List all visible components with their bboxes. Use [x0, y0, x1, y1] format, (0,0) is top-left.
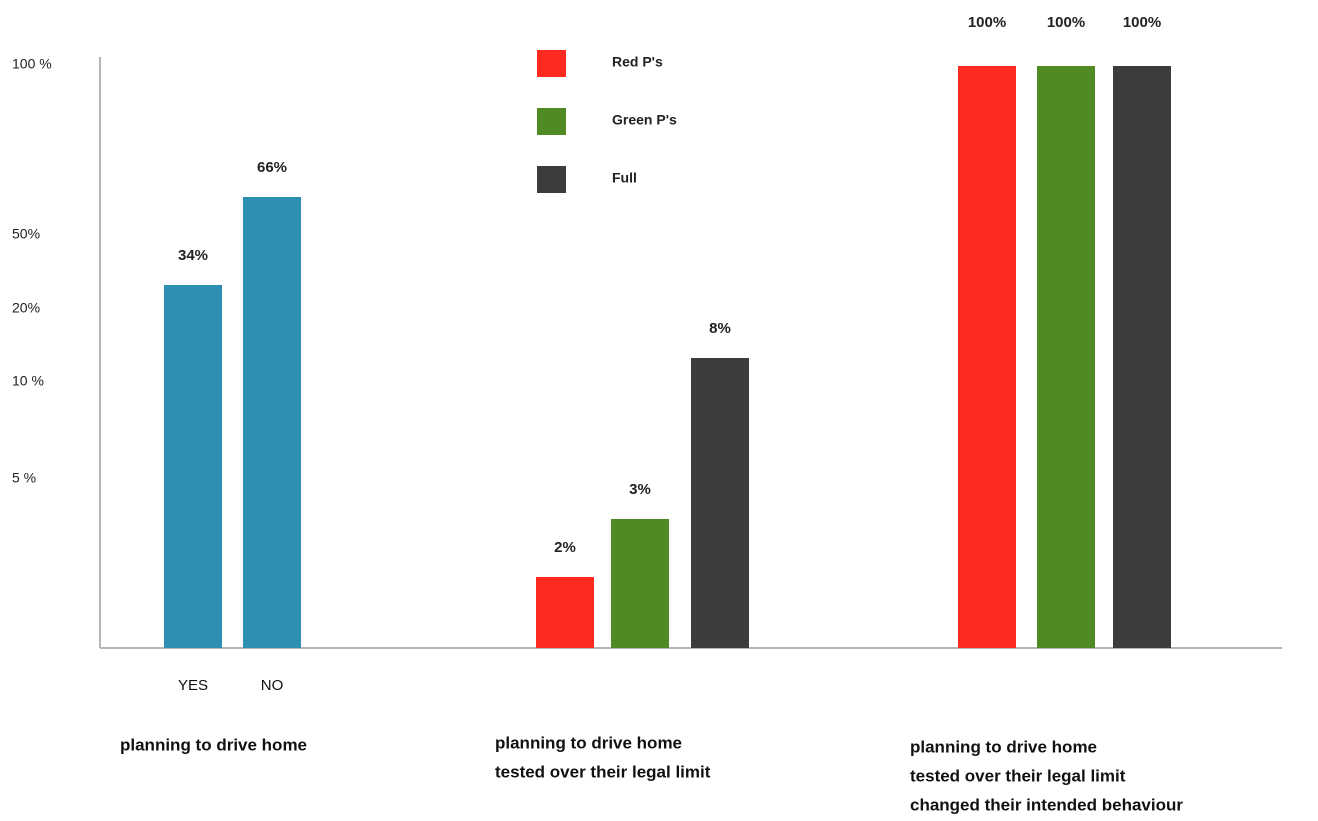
y-tick-label: 100 % [12, 56, 52, 72]
y-tick-label: 50% [12, 226, 40, 242]
legend-swatch [537, 50, 566, 77]
legend-swatch [537, 108, 566, 135]
data-label: 100% [1047, 14, 1085, 31]
group-label-line: planning to drive home [495, 733, 682, 752]
bar [611, 519, 669, 648]
group-label-line: tested over their legal limit [910, 766, 1126, 785]
legend-label: Red P's [612, 54, 663, 70]
data-label: 100% [968, 14, 1006, 31]
bar [243, 197, 301, 648]
y-tick-label: 10 % [12, 373, 44, 389]
bar [691, 358, 749, 648]
x-category-label: YES [178, 677, 208, 694]
group-label-line: planning to drive home [910, 737, 1097, 756]
labels: 34% YES 66% NO planning to drive home 2% 3% 8% p… [120, 14, 1183, 815]
data-label: 34% [178, 247, 208, 264]
data-label: 100% [1123, 14, 1161, 31]
group-label-line: planning to drive home [120, 735, 307, 754]
bar [958, 66, 1016, 648]
data-label: 3% [629, 481, 651, 498]
data-label: 8% [709, 320, 731, 337]
group-label-line: tested over their legal limit [495, 762, 711, 781]
y-tick-label: 5 % [12, 470, 36, 486]
data-label: 66% [257, 159, 287, 176]
legend-label: Full [612, 170, 637, 186]
bars [164, 66, 1171, 648]
legend-label: Green P's [612, 112, 677, 128]
bar [1113, 66, 1171, 648]
bar [536, 577, 594, 648]
bar [1037, 66, 1095, 648]
legend: Red P's Green P's Full [537, 50, 677, 193]
bar [164, 285, 222, 648]
data-label: 2% [554, 539, 576, 556]
y-axis-ticks: 100 % 50% 20% 10 % 5 % [12, 56, 52, 486]
x-category-label: NO [261, 677, 284, 694]
y-tick-label: 20% [12, 300, 40, 316]
group-label-line: changed their intended behaviour [910, 795, 1183, 814]
legend-swatch [537, 166, 566, 193]
